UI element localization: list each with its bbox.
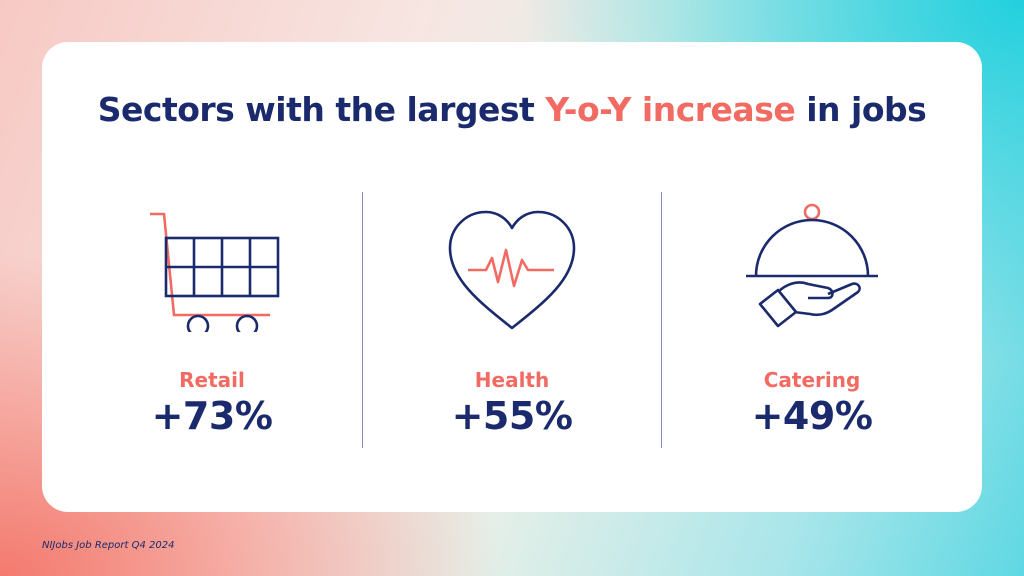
sector-health: Health +55% — [382, 200, 642, 438]
headline-accent: Y-o-Y increase — [545, 90, 796, 129]
sector-catering: Catering +49% — [682, 200, 942, 438]
headline-suffix: in jobs — [795, 90, 927, 129]
sector-name: Retail — [179, 368, 245, 392]
sector-value: +49% — [751, 394, 873, 438]
sector-name: Health — [474, 368, 550, 392]
cloche-hand-icon — [746, 203, 878, 328]
sector-retail: Retail +73% — [82, 200, 342, 438]
sector-value: +55% — [451, 394, 573, 438]
column-divider — [661, 192, 662, 448]
shopping-cart-icon — [150, 212, 280, 332]
heart-pulse-icon — [448, 210, 576, 330]
headline: Sectors with the largest Y-o-Y increase … — [0, 90, 1024, 129]
footer-source: NIJobs Job Report Q4 2024 — [42, 540, 175, 551]
sector-name: Catering — [763, 368, 861, 392]
headline-prefix: Sectors with the largest — [97, 90, 546, 129]
sector-value: +73% — [151, 394, 273, 438]
column-divider — [362, 192, 363, 448]
